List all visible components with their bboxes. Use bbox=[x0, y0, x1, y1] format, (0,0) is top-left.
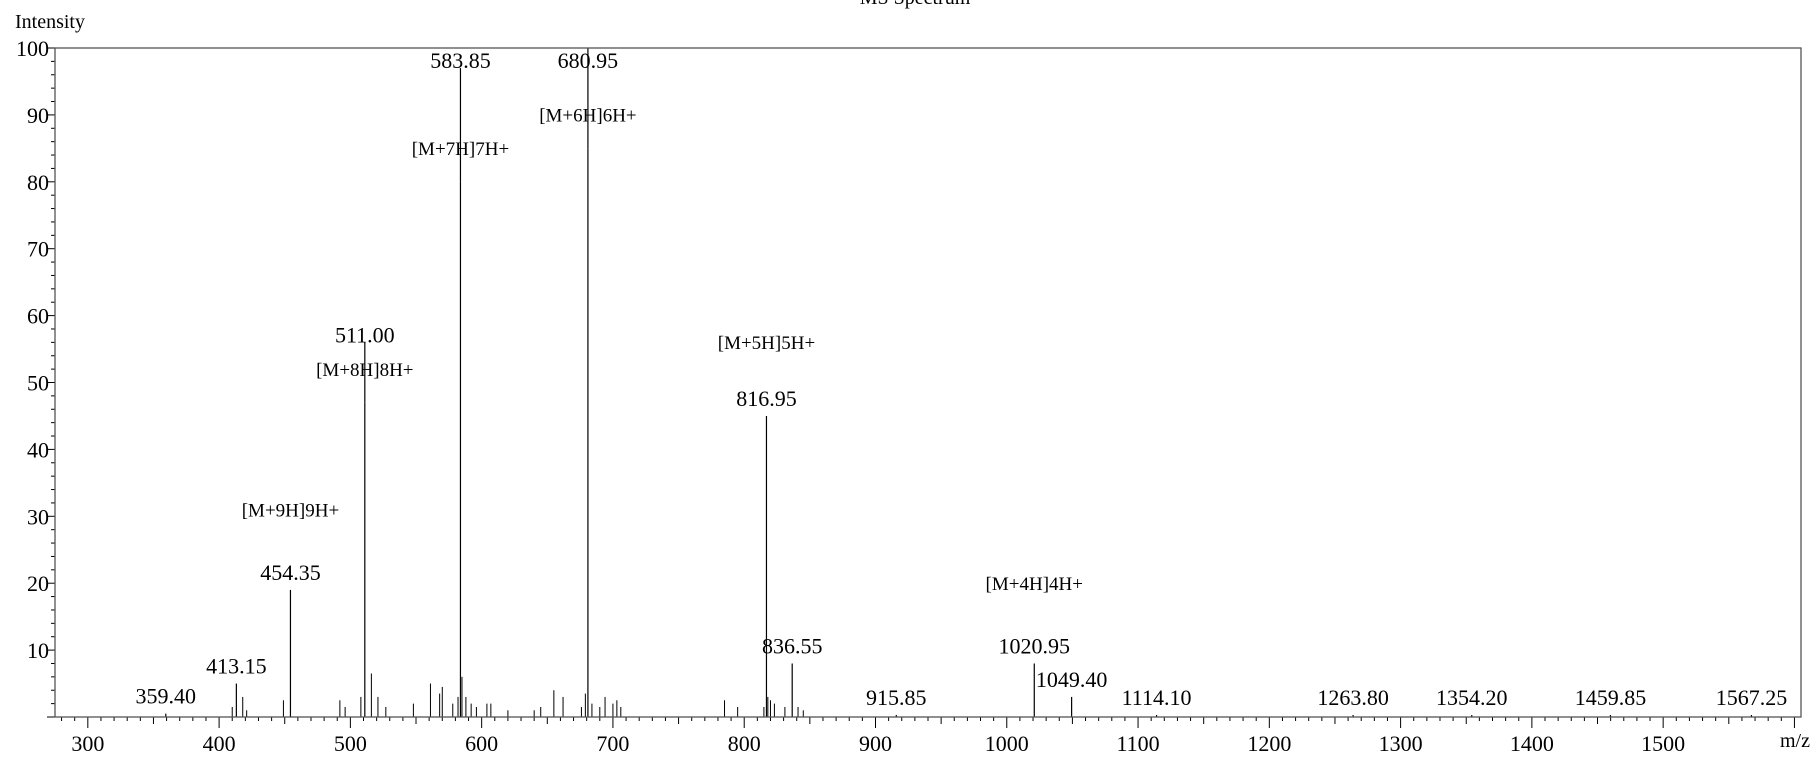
charge-annotation: [M+4H]4H+ bbox=[986, 574, 1083, 595]
y-tick-label: 70 bbox=[27, 237, 49, 262]
peak-label-413_15: 413.15 bbox=[206, 654, 267, 679]
x-tick-label: 1000 bbox=[985, 731, 1029, 756]
charge-annotation: [M+6H]6H+ bbox=[539, 106, 636, 127]
x-tick-label: 1400 bbox=[1510, 731, 1554, 756]
x-tick-label: 1300 bbox=[1379, 731, 1423, 756]
axis-ticks: 300 400 500 600 700 800 900 1000 1100 1200 1300 140… bbox=[16, 36, 1795, 756]
x-tick-label: 1100 bbox=[1116, 731, 1159, 756]
charge-annotation: [M+7H]7H+ bbox=[412, 139, 509, 160]
plot-frame bbox=[54, 47, 1802, 718]
peak-label-680_95: 680.95 bbox=[558, 48, 619, 73]
x-tick-label: 1500 bbox=[1641, 731, 1685, 756]
peak-label-836_55: 836.55 bbox=[762, 633, 823, 658]
peak-label-1567_25: 1567.25 bbox=[1716, 685, 1788, 710]
x-axis-title: m/z bbox=[1780, 730, 1810, 752]
peak-label-1020_95: 1020.95 bbox=[999, 633, 1071, 658]
y-tick-label: 20 bbox=[27, 571, 49, 596]
peak-label-1114_1: 1114.10 bbox=[1122, 685, 1192, 710]
y-tick-label: 80 bbox=[27, 170, 49, 195]
x-tick-label: 500 bbox=[334, 731, 367, 756]
y-axis-title: Intensity bbox=[15, 11, 85, 33]
y-tick-label: 40 bbox=[27, 437, 49, 462]
peak-label-511: 511.00 bbox=[335, 322, 395, 347]
peak-label-915_85: 915.85 bbox=[866, 685, 927, 710]
charge-annotation: [M+8H]8H+ bbox=[316, 360, 413, 381]
y-tick-label: 30 bbox=[27, 504, 49, 529]
y-tick-label: 50 bbox=[27, 371, 49, 396]
peak-label-583_85: 583.85 bbox=[430, 48, 491, 73]
peak-label-1049_4: 1049.40 bbox=[1036, 667, 1108, 692]
x-tick-label: 900 bbox=[859, 731, 892, 756]
x-tick-label: 1200 bbox=[1247, 731, 1291, 756]
peak-labels: 359.40 413.15 454.35 511.00 583.85 680.95 816.… bbox=[136, 48, 1788, 710]
chart-title: MS Spectrum bbox=[860, 0, 971, 9]
charge-annotation: [M+5H]5H+ bbox=[718, 333, 815, 354]
peak-label-1459_85: 1459.85 bbox=[1575, 685, 1647, 710]
peak-label-1263_8: 1263.80 bbox=[1317, 685, 1389, 710]
x-tick-label: 300 bbox=[71, 731, 104, 756]
peaks bbox=[165, 48, 1753, 717]
peak-label-816_95: 816.95 bbox=[736, 386, 797, 411]
x-tick-label: 700 bbox=[596, 731, 629, 756]
x-tick-label: 600 bbox=[465, 731, 498, 756]
x-tick-label: 400 bbox=[203, 731, 236, 756]
peak-label-1354_2: 1354.20 bbox=[1436, 685, 1508, 710]
x-tick-label: 800 bbox=[728, 731, 761, 756]
charge-annotation: [M+9H]9H+ bbox=[242, 500, 339, 521]
y-tick-label: 10 bbox=[27, 638, 49, 663]
peak-label-359_4: 359.40 bbox=[136, 684, 197, 709]
y-tick-label: 100 bbox=[16, 36, 49, 61]
peak-label-454_35: 454.35 bbox=[260, 560, 321, 585]
y-tick-label: 60 bbox=[27, 304, 49, 329]
y-tick-label: 90 bbox=[27, 103, 49, 128]
